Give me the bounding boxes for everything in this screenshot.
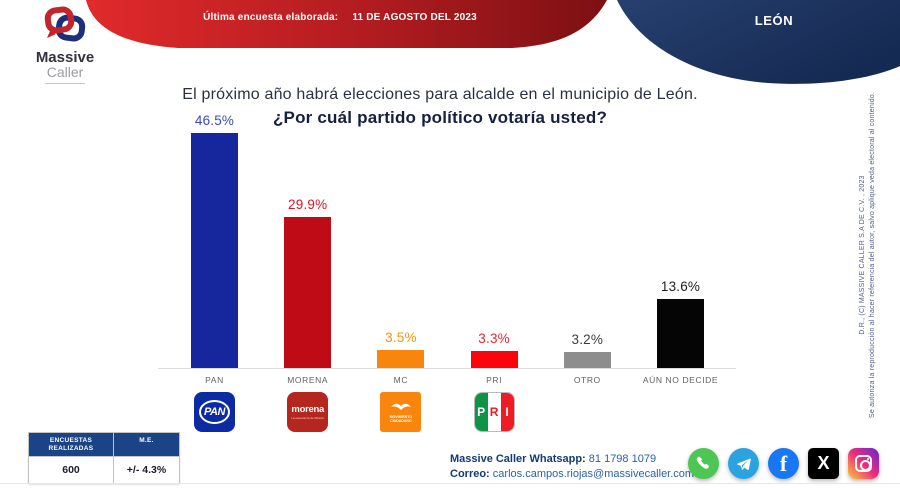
massive-caller-logo: Massive Caller xyxy=(22,5,108,84)
bar-value-label: 3.2% xyxy=(571,331,604,347)
copyright-line: D.R., (C) MASSIVE CALLER S.A DE C.V. , 2… xyxy=(859,175,866,335)
question-title-line2: ¿Por cuál partido político votaría usted… xyxy=(272,108,608,127)
category-label-morena: MORENA xyxy=(287,375,329,385)
bar-value-label: 3.5% xyxy=(385,330,417,346)
facebook-icon[interactable]: f xyxy=(768,448,799,479)
stats-header-me: M.E. xyxy=(113,433,179,456)
bar-value-label: 13.6% xyxy=(660,279,701,295)
massive-caller-logo-icon xyxy=(44,6,86,42)
stats-header-encuestas: ENCUESTAS REALIZADAS xyxy=(29,433,113,456)
survey-date: 11 DE AGOSTO DEL 2023 xyxy=(352,12,477,23)
brand-subname: Caller xyxy=(46,64,84,80)
copyright-vertical-text: D.R., (C) MASSIVE CALLER S.A DE C.V. , 2… xyxy=(858,83,878,427)
email-line: Correo: carlos.campos.riojas@massivecall… xyxy=(450,467,694,482)
brand-name: Massive xyxy=(35,49,95,66)
bar-column-pan: 46.5% xyxy=(168,113,262,368)
pan-logo: PAN xyxy=(194,392,235,432)
contact-block: Massive Caller Whatsapp: 81 1798 1079 Co… xyxy=(450,452,694,482)
email-label: Correo: xyxy=(450,468,490,480)
instagram-icon[interactable] xyxy=(848,448,879,479)
bar-column-otro: 3.2% xyxy=(540,332,634,368)
morena-logo: morena La esperanza de México xyxy=(287,392,329,432)
category-label-otro: OTRO xyxy=(573,375,601,385)
bar-column-mc: 3.5% xyxy=(354,330,448,368)
party-logo-slot: morena La esperanza de México xyxy=(261,392,355,432)
disclaimer-line: Se autoriza la reproducción al hacer ref… xyxy=(869,91,876,419)
bar-otro xyxy=(563,351,611,368)
bar-value-label: 29.9% xyxy=(288,197,328,213)
party-logo-slot: MOVIMIENTO CIUDADANO xyxy=(354,392,448,432)
x-axis-baseline xyxy=(158,368,736,369)
bar-value-label: 3.3% xyxy=(478,331,510,347)
region-label: LEÓN xyxy=(754,13,794,28)
whatsapp-number[interactable]: 81 1798 1079 xyxy=(588,453,657,465)
social-icons: f X xyxy=(688,448,879,479)
category-label-aún-no-decide: AÚN NO DECIDE xyxy=(642,375,719,385)
email-address[interactable]: carlos.campos.riojas@massivecaller.com xyxy=(492,468,695,480)
category-label-pan: PAN xyxy=(205,375,224,385)
bar-mc xyxy=(377,350,425,368)
bar-pan xyxy=(191,133,238,368)
sample-stats-table: ENCUESTAS REALIZADAS M.E. 600 +/- 4.3% xyxy=(28,432,180,484)
telegram-icon[interactable] xyxy=(728,448,759,479)
stats-value-encuestas: 600 xyxy=(29,456,113,483)
category-label-pri: PRI xyxy=(486,375,503,385)
bar-column-morena: 29.9% xyxy=(261,197,355,368)
brand-rule xyxy=(45,83,85,84)
category-label-mc: MC xyxy=(393,375,409,385)
bar-column-pri: 3.3% xyxy=(447,331,541,368)
whatsapp-label: Massive Caller Whatsapp: xyxy=(450,453,586,465)
bar-morena xyxy=(284,217,332,368)
bottom-divider xyxy=(0,483,900,484)
whatsapp-line: Massive Caller Whatsapp: 81 1798 1079 xyxy=(450,452,694,467)
question-title-line1: El próximo año habrá elecciones para alc… xyxy=(182,86,698,103)
bar-column-aún-no-decide: 13.6% xyxy=(634,279,728,368)
bar-pri xyxy=(470,351,518,368)
stats-value-me: +/- 4.3% xyxy=(113,456,179,483)
header-ribbons xyxy=(86,0,900,84)
whatsapp-icon[interactable] xyxy=(688,448,719,479)
bar-value-label: 46.5% xyxy=(194,113,235,129)
party-logo-slot: PAN xyxy=(168,392,262,432)
bar-aún-no-decide xyxy=(657,299,704,368)
survey-label: Última encuesta elaborada: xyxy=(203,12,339,23)
last-survey-line: Última encuesta elaborada: 11 DE AGOSTO D… xyxy=(160,12,520,23)
header-blue-band xyxy=(617,0,900,84)
x-twitter-icon[interactable]: X xyxy=(808,448,839,479)
mc-logo: MOVIMIENTO CIUDADANO xyxy=(380,392,422,432)
question-title: El próximo año habrá elecciones para alc… xyxy=(60,86,820,128)
header-red-band xyxy=(86,0,607,48)
